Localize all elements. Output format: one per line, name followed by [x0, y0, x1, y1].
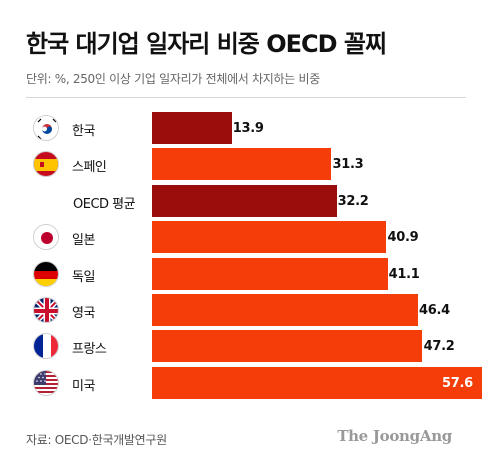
category-label: OECD 평균 — [73, 196, 136, 212]
category-label: 프랑스 — [72, 342, 107, 358]
korea-flag-icon — [33, 115, 59, 141]
value-label: 46.4 — [418, 303, 450, 318]
france-flag-icon — [33, 333, 59, 360]
bar-row-2 — [152, 148, 332, 181]
uk-flag-icon — [33, 297, 59, 323]
category-label: 영국 — [72, 306, 95, 321]
value-label: 40.9 — [387, 230, 419, 246]
value-label: 41.1 — [388, 266, 420, 282]
category-label: 미국 — [72, 378, 95, 394]
category-label: 일본 — [72, 233, 95, 249]
value-label: 57.6 — [442, 375, 473, 391]
category-label: 스페인 — [72, 160, 107, 176]
category-label: 독일 — [72, 269, 95, 285]
bar-row-6 — [152, 294, 418, 326]
header-divider — [26, 97, 466, 98]
japan-flag-icon — [33, 224, 59, 251]
value-label: 47.2 — [423, 339, 455, 355]
source-note: 자료: OECD·한국개발연구원 — [26, 433, 167, 447]
value-label: 32.2 — [337, 193, 369, 209]
spain-flag-icon — [33, 151, 59, 178]
chart-subtitle: 단위: %, 250인 이상 기업 일자리가 전체에서 차지하는 비중 — [26, 72, 321, 86]
bar-row-3 — [152, 184, 337, 217]
bar-row-5 — [152, 257, 388, 290]
brand-logo: The JoongAng — [337, 427, 452, 445]
category-label: 한국 — [72, 124, 95, 139]
germany-flag-icon — [33, 260, 59, 287]
chart-title: 한국 대기업 일자리 비중 OECD 꼴찌 — [26, 30, 387, 58]
value-label: 31.3 — [332, 157, 364, 173]
bar-row-8 — [152, 366, 483, 399]
value-label: 13.9 — [232, 121, 264, 136]
usa-flag-icon — [33, 369, 59, 396]
bar-row-4 — [152, 221, 387, 254]
bar-row-7 — [152, 330, 423, 363]
bar-row-1 — [152, 112, 232, 144]
